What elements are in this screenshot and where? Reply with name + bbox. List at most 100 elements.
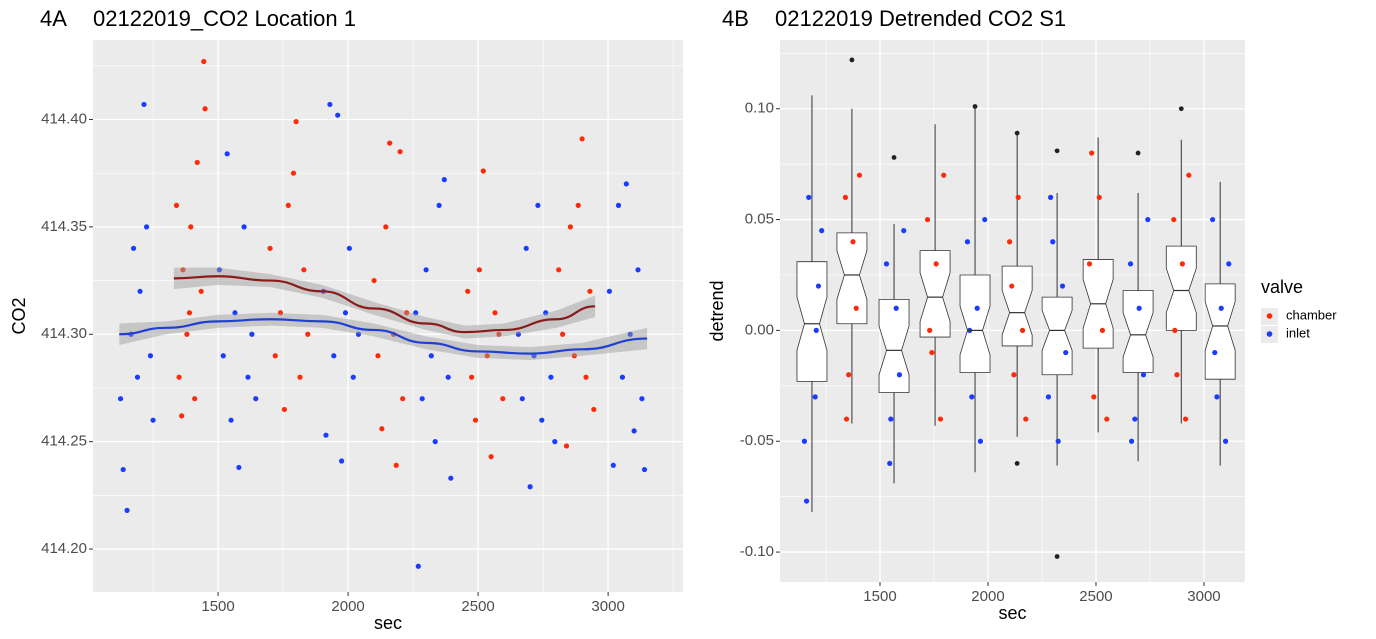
data-point xyxy=(1171,216,1177,223)
data-point xyxy=(1104,416,1110,422)
legend-swatch xyxy=(1266,331,1273,337)
data-point xyxy=(480,168,486,174)
data-point xyxy=(419,396,425,402)
data-point xyxy=(184,331,190,337)
data-point xyxy=(476,267,482,273)
data-point xyxy=(571,353,577,359)
data-point xyxy=(635,267,641,273)
box-body xyxy=(878,298,910,393)
box-body xyxy=(919,250,951,338)
data-point xyxy=(1099,327,1106,333)
data-point xyxy=(1136,305,1142,311)
legend-label: chamber xyxy=(1286,307,1337,322)
data-point xyxy=(929,349,935,356)
data-point xyxy=(563,443,570,449)
data-point xyxy=(415,563,421,569)
data-point xyxy=(587,288,593,294)
data-point xyxy=(567,224,574,230)
confidence-band xyxy=(119,312,648,361)
data-point xyxy=(527,484,533,490)
data-point xyxy=(232,310,238,316)
data-point xyxy=(813,327,819,333)
data-point xyxy=(472,417,479,423)
data-point xyxy=(515,331,522,337)
panel-background xyxy=(93,40,683,592)
data-point xyxy=(1132,416,1138,422)
data-point xyxy=(383,224,389,230)
data-point xyxy=(293,119,299,125)
data-point xyxy=(535,202,541,208)
data-point xyxy=(1212,349,1218,356)
data-point xyxy=(933,261,939,267)
data-point xyxy=(575,202,581,208)
data-point xyxy=(281,406,287,413)
x-tick-label: 2000 xyxy=(971,588,1004,605)
data-point xyxy=(202,106,208,112)
data-point xyxy=(1226,261,1232,267)
data-point xyxy=(253,396,259,402)
data-point xyxy=(623,181,629,187)
outlier xyxy=(1135,150,1141,156)
data-point xyxy=(342,310,349,316)
data-point xyxy=(496,331,502,337)
data-point xyxy=(216,267,222,273)
y-tick-label: 414.35 xyxy=(41,218,87,235)
data-point xyxy=(245,374,251,380)
data-point xyxy=(1009,283,1015,289)
y-tick-label: 0.00 xyxy=(745,321,774,338)
data-point xyxy=(964,239,971,245)
data-point xyxy=(982,216,988,223)
data-point xyxy=(1063,349,1069,356)
chart-title: 02122019_CO2 Location 1 xyxy=(93,6,356,31)
data-point xyxy=(893,305,899,311)
y-tick-label: 414.20 xyxy=(41,540,87,557)
data-point xyxy=(631,428,637,434)
data-point xyxy=(1210,216,1216,223)
data-point xyxy=(194,159,200,166)
confidence-band xyxy=(173,267,596,339)
data-point xyxy=(150,417,156,423)
data-point xyxy=(141,101,147,108)
data-point xyxy=(441,177,447,183)
outlier xyxy=(1054,554,1060,559)
data-point xyxy=(192,396,198,402)
data-point xyxy=(176,374,182,380)
data-point xyxy=(1086,261,1093,267)
x-tick-label: 2000 xyxy=(331,598,364,615)
data-point xyxy=(977,438,984,444)
data-point xyxy=(1089,150,1095,156)
data-point xyxy=(974,305,980,311)
data-point xyxy=(548,374,554,380)
data-point xyxy=(1045,394,1052,400)
data-point xyxy=(346,245,352,251)
data-point xyxy=(1186,172,1192,178)
data-point xyxy=(937,416,944,422)
data-point xyxy=(468,374,475,380)
data-point xyxy=(117,396,124,402)
data-point xyxy=(350,374,356,380)
y-axis-label: CO2 xyxy=(9,297,29,334)
data-point xyxy=(338,458,345,464)
data-point xyxy=(201,58,207,65)
data-point xyxy=(843,416,850,422)
data-point xyxy=(397,149,403,155)
y-tick-label: -0.10 xyxy=(740,543,774,560)
outlier xyxy=(1014,130,1020,136)
outlier xyxy=(849,57,855,63)
data-point xyxy=(428,353,434,359)
data-point xyxy=(124,507,130,513)
data-point xyxy=(267,245,273,251)
data-point xyxy=(393,462,399,468)
data-point xyxy=(1183,416,1189,422)
chart-title: 02122019 Detrended CO2 S1 xyxy=(775,6,1066,31)
data-point xyxy=(436,202,442,208)
data-point xyxy=(130,245,137,251)
data-point xyxy=(543,310,549,316)
data-point xyxy=(198,288,204,294)
legend-title: valve xyxy=(1261,277,1303,297)
data-point xyxy=(134,374,141,380)
y-tick-label: 0.10 xyxy=(745,100,774,117)
data-point xyxy=(803,498,810,504)
y-tick-label: 414.40 xyxy=(41,110,87,127)
